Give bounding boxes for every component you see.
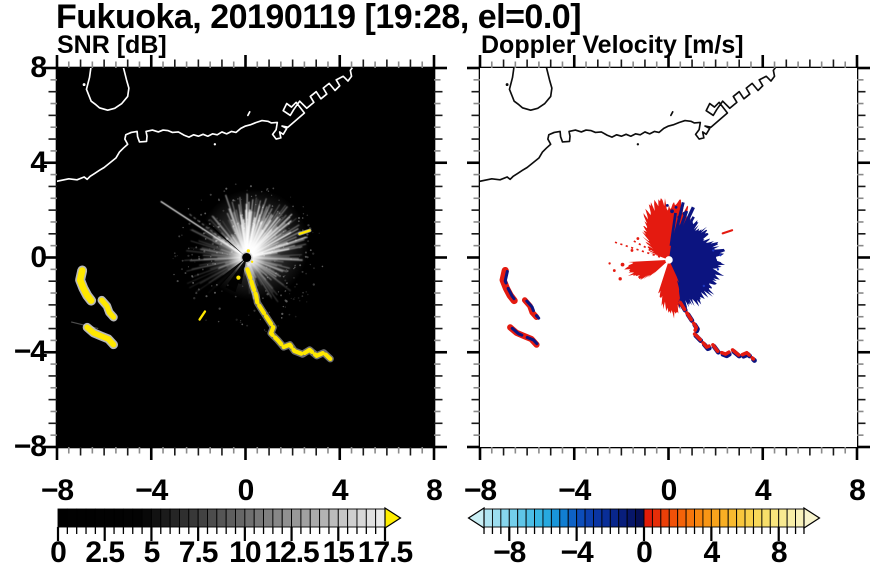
- noise-speckles: [172, 183, 324, 332]
- colorbar-tick-label: 4: [703, 536, 721, 569]
- x-tick-label: 4: [754, 474, 772, 507]
- colorbar-tick-label: −4: [560, 536, 594, 569]
- doppler-velocity-field: [608, 198, 726, 319]
- shadow-wedges: [190, 208, 247, 302]
- colorbar-tick-label: 0: [636, 536, 653, 569]
- colorbar-tick-label: 0: [50, 536, 67, 569]
- over-range-arrow: [803, 506, 821, 530]
- doppler-echo-chain: [499, 229, 757, 363]
- snr-map: [57, 68, 434, 447]
- x-tick-label: −4: [135, 474, 168, 507]
- coastline: [480, 68, 777, 183]
- colorbar-tick-label: 17.5: [357, 536, 413, 569]
- doppler-colorbar: [467, 506, 821, 541]
- colorbar-tick-label: 12.5: [264, 536, 319, 569]
- doppler-map: [480, 68, 857, 447]
- under-range-arrow: [467, 506, 485, 530]
- x-tick-label: 8: [426, 474, 443, 507]
- x-tick-label: −4: [558, 474, 591, 507]
- over-range-arrow: [384, 506, 402, 530]
- snr-panel-title: SNR [dB]: [57, 31, 167, 59]
- x-tick-label: 0: [237, 474, 255, 507]
- y-tick-label: −8: [13, 430, 47, 463]
- y-tick-label: 4: [30, 145, 47, 179]
- snr-colorbar: [56, 506, 402, 541]
- lidar-origin: [665, 256, 673, 264]
- x-tick-label: −8: [463, 474, 497, 507]
- lidar-origin: [242, 252, 252, 263]
- figure-title: Fukuoka, 20190119 [19:28, el=0.0]: [56, 0, 582, 36]
- x-tick-label: 4: [331, 474, 349, 507]
- x-tick-label: 0: [660, 474, 678, 507]
- colorbar-tick-label: 10: [229, 536, 261, 569]
- colorbar-tick-label: 2.5: [85, 536, 125, 569]
- x-tick-label: −8: [40, 474, 74, 507]
- colorbar-tick-label: 5: [143, 536, 161, 569]
- colorbar-tick-label: −8: [493, 536, 526, 569]
- coastline: [57, 68, 354, 183]
- colorbar-tick-label: 7.5: [178, 536, 219, 569]
- y-tick-label: 0: [30, 240, 47, 274]
- high-snr-echoes: [75, 228, 334, 363]
- colorbar-tick-label: 8: [770, 536, 788, 569]
- doppler-panel-title: Doppler Velocity [m/s]: [481, 31, 744, 59]
- colorbars: [56, 506, 821, 541]
- y-tick-label: 8: [30, 51, 47, 84]
- colorbar-tick-label: 15: [322, 536, 355, 569]
- y-tick-label: −4: [13, 335, 47, 369]
- x-tick-label: 8: [849, 474, 866, 507]
